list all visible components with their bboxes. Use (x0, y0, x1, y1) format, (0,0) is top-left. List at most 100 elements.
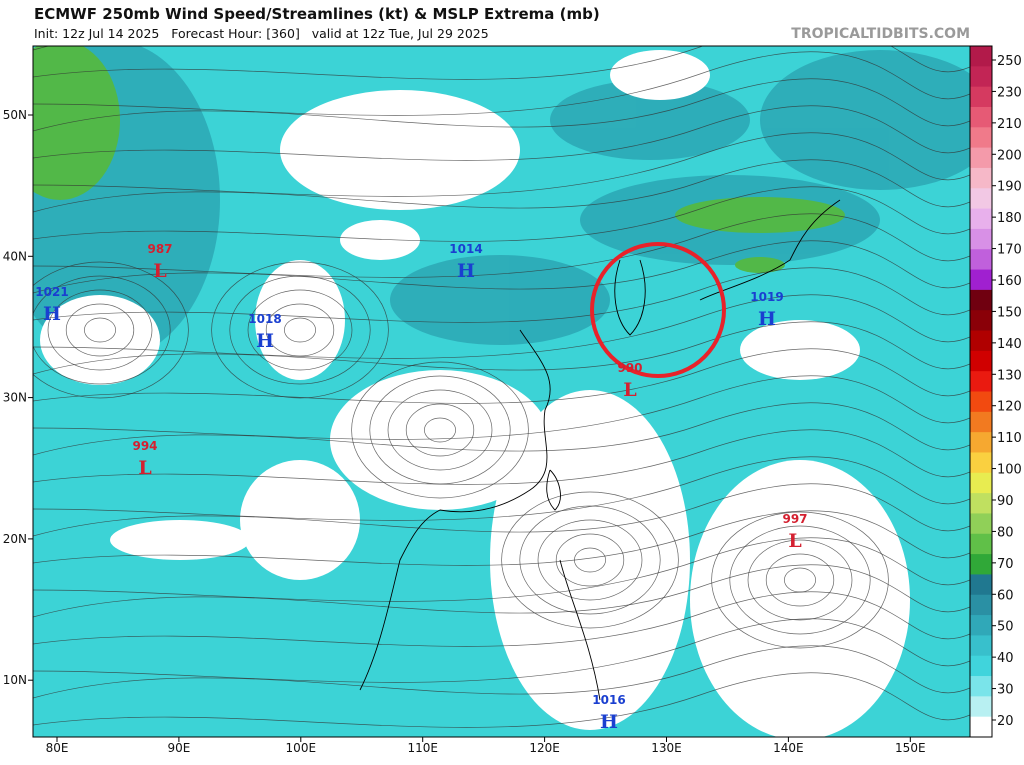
lon-label: 100E (286, 741, 317, 755)
credit: TROPICALTIDBITS.COM (791, 26, 970, 42)
streamline-loop (501, 491, 679, 629)
colorbar-swatch (970, 371, 992, 392)
colorbar-swatch (970, 432, 992, 453)
pressure-value: 1019 (750, 290, 783, 304)
colorbar-swatch (970, 228, 992, 250)
colorbar-swatch (970, 411, 992, 433)
colorbar-label: 190 (997, 180, 1022, 195)
streamline-loop (711, 511, 889, 649)
colorbar-swatch (970, 615, 992, 636)
streamline-loop (729, 525, 871, 635)
pressure-letter: H (457, 260, 475, 282)
streamline-loop (84, 317, 116, 343)
colorbar-label: 140 (997, 337, 1022, 352)
colorbar-label: 130 (997, 368, 1022, 383)
colorbar-swatch (970, 472, 992, 494)
colorbar-label: 80 (997, 525, 1014, 540)
streamline-loop (747, 539, 853, 621)
pressure-value: 987 (147, 242, 172, 256)
lat-label: 50N (3, 108, 27, 122)
lon-label: 150E (895, 741, 926, 755)
streamlines (33, 46, 970, 728)
colorbar-swatch (970, 716, 992, 738)
streamline-loop (369, 375, 511, 485)
streamline (33, 672, 970, 728)
streamline (33, 213, 970, 278)
streamline (33, 186, 970, 242)
streamline (33, 429, 970, 485)
colorbar-swatch (970, 655, 992, 677)
pressure-letter: L (153, 260, 166, 282)
colorbar-frame (969, 45, 993, 738)
lon-label: 90E (167, 741, 190, 755)
streamline (33, 132, 970, 197)
streamline (33, 618, 970, 683)
pressure-value: 1018 (248, 312, 281, 326)
colorbar-swatch (970, 350, 992, 372)
colorbar-swatch (970, 46, 992, 67)
pressure-value: 994 (132, 439, 157, 453)
colorbar-swatch (970, 676, 992, 697)
colorbar-label: 150 (997, 305, 1022, 320)
colorbar: 250 230 210 200 190 180 170 160 150 140 130 120 110 1… (969, 45, 1022, 738)
streamline (33, 105, 970, 161)
colorbar-label: 100 (997, 463, 1022, 478)
colorbar-swatch (970, 574, 992, 596)
streamline (33, 294, 970, 359)
colorbar-label: 90 (997, 494, 1014, 509)
highlight-circle (590, 242, 726, 378)
streamline-loop (351, 361, 529, 499)
streamline-loop (47, 289, 153, 371)
colorbar-swatch (970, 147, 992, 169)
streamline-loop (33, 261, 189, 399)
lon-label: 80E (46, 741, 69, 755)
colorbar-label: 70 (997, 557, 1014, 572)
streamline-loop (387, 389, 493, 471)
colorbar-label: 40 (997, 651, 1014, 666)
lon-label: 120E (529, 741, 560, 755)
lat-label: 20N (3, 532, 27, 546)
colorbar-swatch (970, 452, 992, 474)
streamline-loop (519, 505, 661, 615)
streamline (33, 510, 970, 566)
pressure-value: 1021 (35, 285, 68, 299)
pressure-value: 990 (617, 361, 642, 375)
pressure-letter: H (256, 330, 274, 352)
streamline (33, 348, 970, 404)
jet-core-areas (33, 46, 845, 273)
colorbar-swatch (970, 310, 992, 332)
colorbar-swatch (970, 696, 992, 718)
streamline (33, 267, 970, 323)
pressure-letter: L (138, 457, 151, 479)
colorbar-swatch (970, 167, 992, 189)
lat-label: 10N (3, 673, 27, 687)
subtitle: Init: 12z Jul 14 2025 Forecast Hour: [36… (34, 26, 489, 41)
streamline (33, 591, 970, 647)
colorbar-label: 160 (997, 274, 1022, 289)
colorbar-swatch (970, 554, 992, 575)
streamline-loop (537, 519, 643, 601)
streamline-loop (555, 533, 625, 587)
lon-label: 130E (651, 741, 682, 755)
streamline (33, 483, 970, 537)
title: ECMWF 250mb Wind Speed/Streamlines (kt) … (34, 5, 600, 23)
streamline-loop (284, 317, 316, 343)
colorbar-label: 250 (997, 54, 1022, 69)
streamline-loop (211, 261, 389, 399)
pressure-value: 1014 (449, 242, 482, 256)
colorbar-label: 210 (997, 117, 1022, 132)
streamline (33, 537, 970, 602)
pressure-value: 997 (782, 512, 807, 526)
lon-label: 140E (773, 741, 804, 755)
colorbar-swatch (970, 188, 992, 210)
streamline-loop (424, 417, 456, 443)
colorbar-label: 170 (997, 243, 1022, 258)
colorbar-swatch (970, 86, 992, 108)
colorbar-swatch (970, 594, 992, 616)
streamline (33, 78, 970, 132)
streamline (33, 321, 970, 375)
pressure-letter: L (623, 379, 636, 401)
streamline (33, 240, 970, 294)
colorbar-swatch (970, 513, 992, 535)
colorbar-swatch (970, 269, 992, 291)
